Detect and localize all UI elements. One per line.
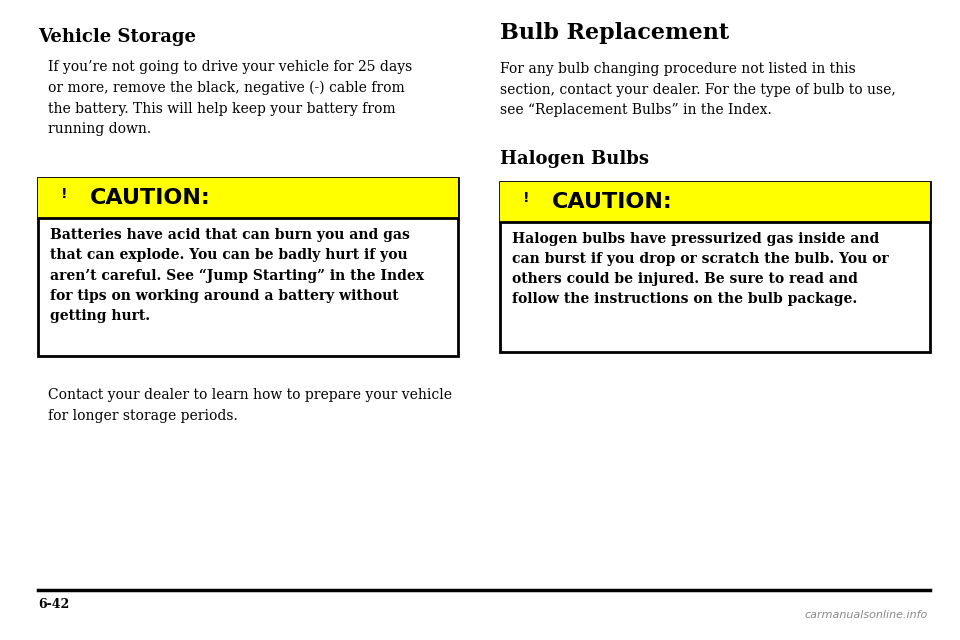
Text: Vehicle Storage: Vehicle Storage <box>38 28 196 46</box>
Text: CAUTION:: CAUTION: <box>90 188 211 208</box>
FancyBboxPatch shape <box>500 182 930 352</box>
Text: !: ! <box>60 187 67 201</box>
Text: If you’re not going to drive your vehicle for 25 days
or more, remove the black,: If you’re not going to drive your vehicl… <box>48 60 412 136</box>
FancyBboxPatch shape <box>38 178 458 218</box>
Text: Halogen bulbs have pressurized gas inside and
can burst if you drop or scratch t: Halogen bulbs have pressurized gas insid… <box>512 232 889 306</box>
Text: Batteries have acid that can burn you and gas
that can explode. You can be badly: Batteries have acid that can burn you an… <box>50 228 424 323</box>
Text: Bulb Replacement: Bulb Replacement <box>500 22 730 44</box>
FancyBboxPatch shape <box>38 178 458 356</box>
Text: carmanualsonline.info: carmanualsonline.info <box>804 610 928 620</box>
Text: For any bulb changing procedure not listed in this
section, contact your dealer.: For any bulb changing procedure not list… <box>500 62 896 117</box>
Text: Contact your dealer to learn how to prepare your vehicle
for longer storage peri: Contact your dealer to learn how to prep… <box>48 388 452 422</box>
Text: CAUTION:: CAUTION: <box>552 192 673 212</box>
Text: !: ! <box>523 191 529 205</box>
Text: Halogen Bulbs: Halogen Bulbs <box>500 150 649 168</box>
FancyBboxPatch shape <box>500 182 930 222</box>
Text: 6-42: 6-42 <box>38 598 69 611</box>
